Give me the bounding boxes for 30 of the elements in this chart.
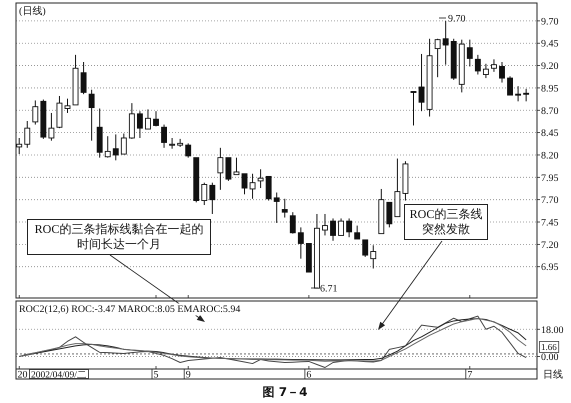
- x-tick-label: 5: [154, 370, 159, 380]
- x-tick-label: 7: [467, 370, 472, 380]
- text: 2002/04/09/二: [31, 370, 87, 380]
- annotation: 6.71: [320, 284, 338, 294]
- y-tick-label: 6.95: [541, 262, 558, 274]
- y-tick-label: 9.45: [541, 38, 558, 50]
- x-tick-label: 9: [186, 370, 191, 380]
- y-tick-label: 8.45: [541, 128, 558, 140]
- line-series: [18, 316, 527, 368]
- y-tick-label: 7.45: [541, 218, 558, 229]
- caption: 图 7－4: [262, 385, 308, 399]
- annotation: ROC的三条线突然发散: [404, 204, 488, 240]
- annotation: 9.70: [448, 14, 466, 24]
- y-tick-label: 8.20: [541, 150, 558, 162]
- text: 日线: [543, 368, 563, 380]
- x-tick-label: 20: [18, 370, 28, 380]
- y-tick-label: 0.00: [541, 352, 558, 363]
- chart-title: (日线): [19, 5, 46, 17]
- annotation: ROC的三条指标线黏合在一起的时间长达一个月: [27, 219, 211, 255]
- ref-line-label: 1.66: [541, 342, 558, 352]
- y-tick-label: 18.00: [541, 324, 564, 336]
- y-tick-label: 7.20: [541, 240, 558, 251]
- y-tick-label: 9.70: [541, 16, 558, 28]
- y-tick-label: 7.70: [541, 195, 558, 206]
- chart-title: ROC2(12,6) ROC:-3.47 MAROC:8.05 EMAROC:5.94: [19, 304, 240, 315]
- x-tick-label: 6: [306, 370, 312, 380]
- y-tick-label: 7.95: [541, 172, 558, 184]
- y-tick-label: 8.70: [541, 106, 558, 117]
- y-tick-label: 8.95: [541, 83, 558, 94]
- y-tick-label: 9.20: [541, 61, 558, 72]
